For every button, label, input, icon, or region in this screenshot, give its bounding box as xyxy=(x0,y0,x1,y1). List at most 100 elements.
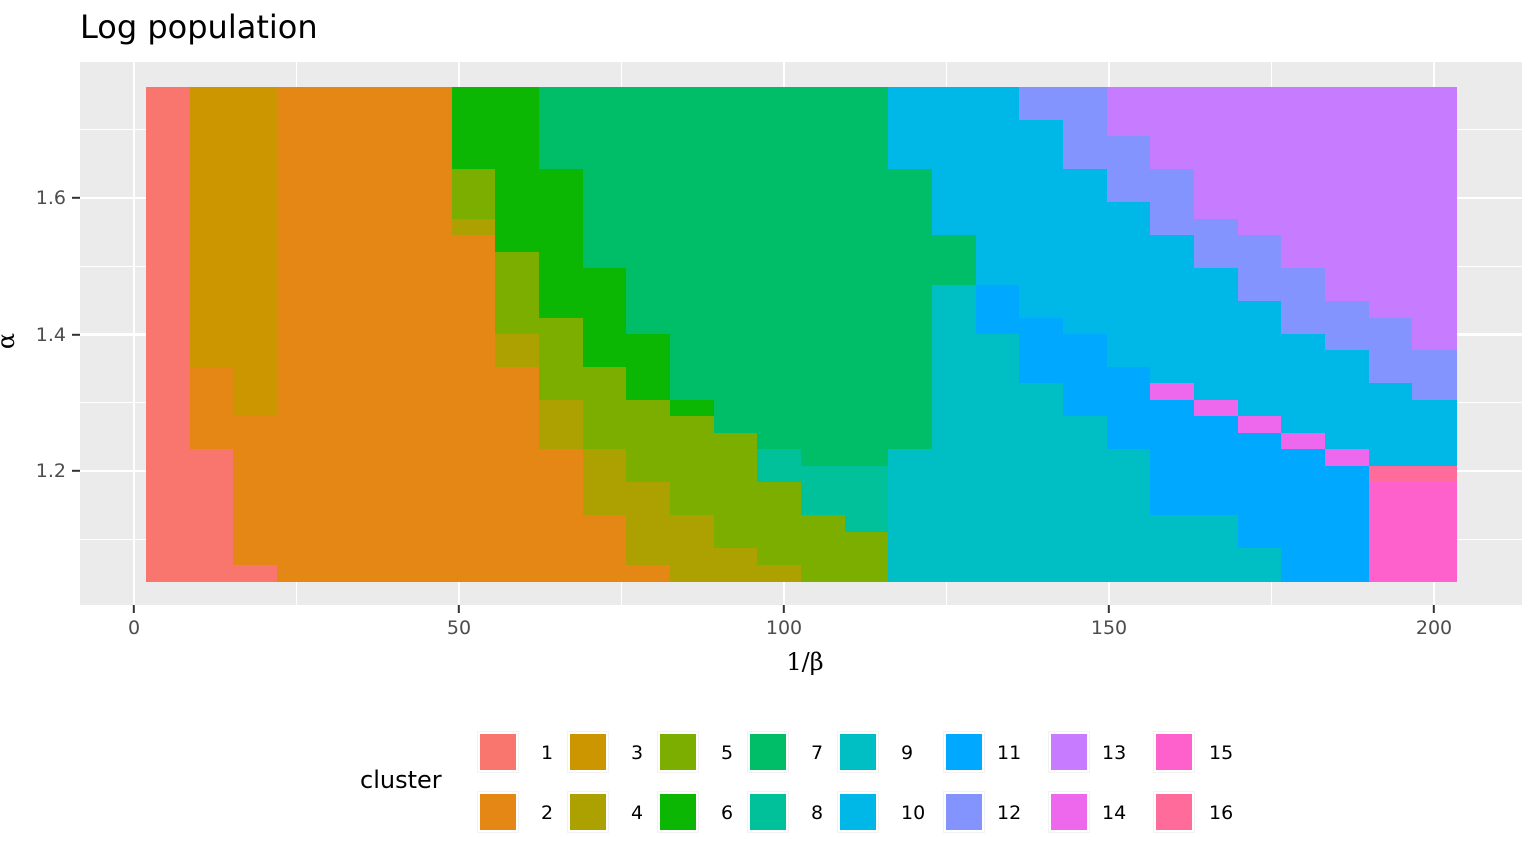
legend-key-4 xyxy=(567,791,609,833)
heatmap-cell-cluster-14 xyxy=(1194,399,1239,417)
legend-swatch xyxy=(660,794,696,830)
heatmap-cell-cluster-14 xyxy=(1281,432,1326,450)
heatmap-cell-cluster-2 xyxy=(189,366,234,450)
heatmap-cell-cluster-11 xyxy=(1325,465,1370,582)
heatmap-cell-cluster-8 xyxy=(844,465,889,533)
heatmap-cell-cluster-5 xyxy=(539,317,584,401)
heatmap-cell-cluster-11 xyxy=(1106,366,1151,450)
y-tick xyxy=(72,469,80,473)
heatmap-cell-cluster-10 xyxy=(1281,334,1326,434)
heatmap-cell-cluster-7 xyxy=(626,87,671,335)
heatmap-cell-cluster-10 xyxy=(1019,119,1064,319)
legend-title: cluster xyxy=(360,766,442,794)
heatmap-cell-cluster-2 xyxy=(539,449,584,582)
heatmap-cell-cluster-10 xyxy=(1063,169,1108,335)
legend-key-8 xyxy=(747,791,789,833)
heatmap-cell-cluster-11 xyxy=(1237,432,1282,549)
heatmap-cell-cluster-7 xyxy=(932,235,977,286)
heatmap-cell-cluster-2 xyxy=(408,87,453,582)
legend-key-15 xyxy=(1153,731,1195,773)
heatmap-cell-cluster-6 xyxy=(539,169,584,319)
legend-key-6 xyxy=(657,791,699,833)
heatmap-cell-cluster-13 xyxy=(1106,87,1151,137)
legend-label: 6 xyxy=(721,802,734,824)
heatmap-cell-cluster-12 xyxy=(1281,268,1326,335)
heatmap-cell-cluster-1 xyxy=(189,449,234,582)
legend-swatch xyxy=(840,794,876,830)
legend-swatch xyxy=(750,794,786,830)
heatmap-cell-cluster-10 xyxy=(1237,301,1282,417)
heatmap-cell-cluster-9 xyxy=(1237,548,1282,582)
x-tick-label: 0 xyxy=(127,617,141,639)
heatmap-cell-cluster-7 xyxy=(582,87,627,269)
heatmap-cell-cluster-13 xyxy=(1281,87,1326,269)
heatmap-cell-cluster-9 xyxy=(1019,383,1064,582)
legend-label: 5 xyxy=(721,742,734,764)
y-tick xyxy=(72,196,80,200)
heatmap-cell-cluster-1 xyxy=(146,87,191,582)
legend-label: 7 xyxy=(811,742,824,764)
legend-key-2 xyxy=(477,791,519,833)
legend-key-7 xyxy=(747,731,789,773)
heatmap-cell-cluster-9 xyxy=(1150,515,1195,582)
heatmap-cell-cluster-15 xyxy=(1368,482,1413,582)
y-axis-title: α xyxy=(0,333,20,349)
heatmap-cell-cluster-1 xyxy=(233,564,278,582)
legend-label: 11 xyxy=(997,742,1022,764)
legend-label: 8 xyxy=(811,802,824,824)
heatmap-cell-cluster-9 xyxy=(932,284,977,582)
heatmap-cell-cluster-12 xyxy=(1237,235,1282,302)
y-tick xyxy=(72,333,80,336)
heatmap-cell-cluster-10 xyxy=(1194,268,1239,401)
legend-label: 13 xyxy=(1102,742,1127,764)
legend-label: 10 xyxy=(901,802,926,824)
heatmap-cell-cluster-2 xyxy=(277,87,322,582)
heatmap-cell-cluster-7 xyxy=(670,87,715,401)
heatmap-cell-cluster-4 xyxy=(757,564,802,582)
x-tick-label: 200 xyxy=(1415,617,1453,639)
heatmap-cell-cluster-9 xyxy=(1194,515,1239,582)
legend-key-5 xyxy=(657,731,699,773)
heatmap-cell-cluster-2 xyxy=(582,515,627,582)
heatmap-cell-cluster-10 xyxy=(888,87,933,170)
heatmap-cell-cluster-11 xyxy=(1281,449,1326,582)
heatmap-cell-cluster-2 xyxy=(364,87,409,582)
heatmap-cell-cluster-13 xyxy=(1325,87,1370,302)
legend-label: 14 xyxy=(1102,802,1127,824)
legend-swatch xyxy=(1051,794,1087,830)
heatmap-cell-cluster-2 xyxy=(233,416,278,566)
y-tick-label: 1.4 xyxy=(35,323,66,346)
heatmap-cell-cluster-2 xyxy=(626,564,671,582)
legend-key-1 xyxy=(477,731,519,773)
heatmap-cell-cluster-7 xyxy=(844,87,889,467)
legend-swatch xyxy=(946,734,982,770)
heatmap-cell-cluster-14 xyxy=(1237,416,1282,434)
legend-swatch xyxy=(480,794,516,830)
heatmap-cell-cluster-2 xyxy=(320,87,365,582)
legend-label: 3 xyxy=(631,742,644,764)
heatmap-cell-cluster-9 xyxy=(1063,416,1108,582)
heatmap xyxy=(146,87,1457,582)
heatmap-cell-cluster-4 xyxy=(713,548,758,582)
heatmap-cell-cluster-12 xyxy=(1194,218,1239,269)
heatmap-cell-cluster-11 xyxy=(1019,317,1064,384)
heatmap-cell-cluster-5 xyxy=(626,399,671,483)
heatmap-cell-cluster-12 xyxy=(1150,169,1195,236)
legend-swatch xyxy=(480,734,516,770)
heatmap-cell-cluster-7 xyxy=(801,87,846,467)
heatmap-cell-cluster-4 xyxy=(670,515,715,582)
legend-swatch xyxy=(946,794,982,830)
legend-swatch xyxy=(570,734,606,770)
legend-label: 9 xyxy=(901,742,914,764)
heatmap-cell-cluster-12 xyxy=(1412,350,1457,401)
heatmap-cell-cluster-6 xyxy=(670,399,715,417)
heatmap-cell-cluster-13 xyxy=(1237,87,1282,236)
heatmap-cell-cluster-16 xyxy=(1368,465,1413,483)
heatmap-cell-cluster-12 xyxy=(1368,317,1413,384)
heatmap-cell-cluster-4 xyxy=(539,399,584,450)
heatmap-cell-cluster-5 xyxy=(582,366,627,450)
heatmap-cell-cluster-7 xyxy=(539,87,584,170)
heatmap-cell-cluster-13 xyxy=(1194,87,1239,220)
legend-swatch xyxy=(1051,734,1087,770)
heatmap-cell-cluster-11 xyxy=(1063,334,1108,417)
